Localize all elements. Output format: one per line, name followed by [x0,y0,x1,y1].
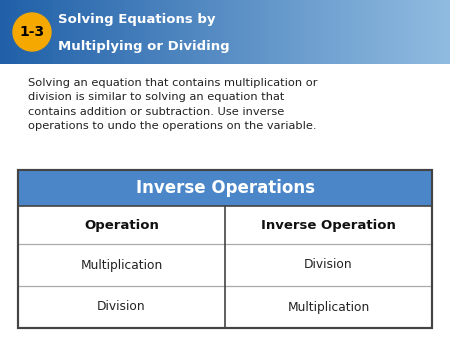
Text: Inverse Operation: Inverse Operation [261,218,396,232]
Text: Operation: Operation [84,218,159,232]
Text: Division: Division [97,300,146,314]
Bar [18,170,432,328]
Text: Solving Equations by: Solving Equations by [58,13,216,26]
Circle shape [13,13,51,51]
Text: Multiplication: Multiplication [81,259,162,271]
Bar [18,170,432,206]
Bar [18,170,432,328]
Text: Division: Division [304,259,353,271]
Text: Solving an equation that contains multiplication or
division is similar to solvi: Solving an equation that contains multip… [28,78,318,131]
Text: Inverse Operations: Inverse Operations [135,179,315,197]
Text: Multiplication: Multiplication [288,300,369,314]
Text: 1-3: 1-3 [19,25,45,39]
Text: Multiplying or Dividing: Multiplying or Dividing [58,40,230,53]
